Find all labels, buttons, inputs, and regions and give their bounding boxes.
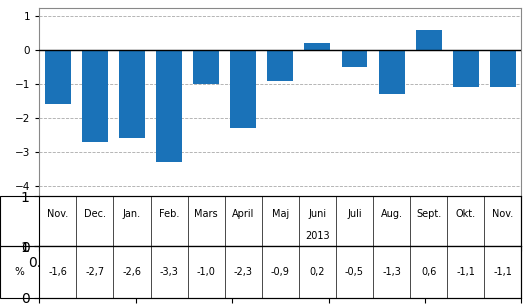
Bar [379,50,405,94]
Text: April: April [232,209,255,219]
Bar [342,50,367,67]
Text: 2013: 2013 [305,231,330,241]
Bar [490,50,516,88]
Bar [230,50,256,128]
Text: Nov.: Nov. [47,209,69,219]
Text: Mars: Mars [194,209,218,219]
Text: -1,0: -1,0 [196,267,215,277]
Text: Nov.: Nov. [492,209,514,219]
Bar [453,50,479,88]
Bar [304,43,331,50]
Bar [82,50,108,142]
Text: -1,1: -1,1 [494,267,512,277]
Text: -0,9: -0,9 [271,267,290,277]
Text: -1,3: -1,3 [382,267,401,277]
Text: -2,3: -2,3 [234,267,253,277]
Text: %: % [15,267,25,277]
Text: Jan.: Jan. [123,209,141,219]
Text: Feb.: Feb. [159,209,179,219]
Text: -2,6: -2,6 [123,267,141,277]
Bar [119,50,145,138]
Text: Sept.: Sept. [416,209,441,219]
Text: -3,3: -3,3 [160,267,179,277]
Text: Juni: Juni [308,209,326,219]
Text: 0,2: 0,2 [310,267,325,277]
Text: Aug.: Aug. [380,209,402,219]
Bar [45,50,71,104]
Text: -1,6: -1,6 [48,267,67,277]
Text: 0,6: 0,6 [421,267,436,277]
Bar [156,50,182,162]
Bar [267,50,293,81]
Bar [416,30,442,50]
Text: Dec.: Dec. [84,209,106,219]
Text: Okt.: Okt. [456,209,476,219]
Bar [193,50,219,84]
Text: -0,5: -0,5 [345,267,364,277]
Text: -2,7: -2,7 [85,267,104,277]
Text: Juli: Juli [347,209,362,219]
Text: Maj: Maj [272,209,289,219]
Text: -1,1: -1,1 [456,267,475,277]
